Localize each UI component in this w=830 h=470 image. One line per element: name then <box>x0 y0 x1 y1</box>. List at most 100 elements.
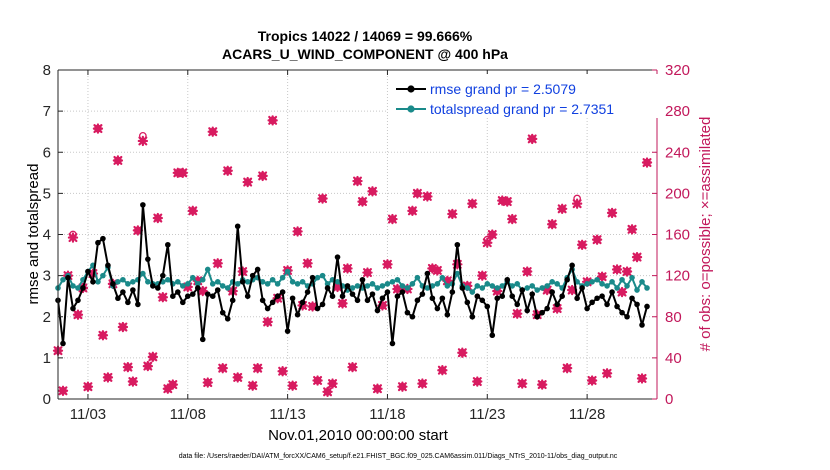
rmse-point <box>434 305 441 312</box>
rmse-point <box>100 235 106 242</box>
totalspread-point <box>534 287 540 293</box>
obs-assimilated-point <box>367 186 378 197</box>
obs-assimilated-point <box>292 226 303 237</box>
rmse-point <box>389 340 396 347</box>
obs-assimilated-point <box>497 195 508 206</box>
obs-assimilated-point <box>372 383 383 394</box>
obs-assimilated-point <box>67 232 79 243</box>
obs-assimilated-point <box>596 271 608 282</box>
rmse-point <box>150 283 156 289</box>
obs-assimilated-point <box>417 378 428 389</box>
obs-assimilated-point <box>302 258 313 269</box>
totalspread-point <box>349 285 356 291</box>
y-left-tick-label: 4 <box>43 227 51 244</box>
totalspread-point <box>234 281 241 287</box>
obs-assimilated-point <box>362 267 373 278</box>
y-right-tick-label: 80 <box>665 309 682 326</box>
totalspread-point <box>524 285 531 291</box>
totalspread-point <box>189 274 196 281</box>
totalspread-point <box>244 278 251 285</box>
obs-assimilated-point <box>92 123 104 134</box>
obs-assimilated-point <box>187 205 198 217</box>
obs-assimilated-point <box>342 263 353 274</box>
obs-assimilated-point <box>317 193 328 204</box>
obs-assimilated-point <box>97 330 109 341</box>
rmse-point <box>264 305 271 312</box>
obs-assimilated-point <box>641 157 653 168</box>
y-left-tick-label: 5 <box>43 185 51 202</box>
obs-assimilated-point <box>407 205 418 217</box>
rmse-point <box>634 301 640 308</box>
obs-assimilated-point <box>332 281 343 293</box>
obs-assimilated-point <box>432 265 443 276</box>
rmse-point <box>424 270 431 277</box>
obs-assimilated-point <box>382 259 393 270</box>
grid-lines <box>58 70 657 399</box>
rmse-point <box>559 293 565 299</box>
totalspread-point <box>544 283 550 289</box>
rmse-point <box>584 305 590 312</box>
totalspread-point <box>499 283 506 289</box>
rmse-point <box>304 289 311 295</box>
rmse-point <box>239 278 246 285</box>
obs-assimilated-point <box>252 362 263 374</box>
obs-assimilated-point <box>357 196 368 207</box>
obs-assimilated-point <box>262 316 273 328</box>
legend-background <box>388 74 658 118</box>
obs-assimilated-point <box>182 281 193 293</box>
totalspread-point <box>269 276 276 283</box>
rmse-point <box>354 297 361 304</box>
obs-assimilated-point <box>427 263 438 274</box>
totalspread-point <box>219 283 226 289</box>
y-right-tick-label: 160 <box>665 227 690 244</box>
totalspread-point <box>614 285 620 291</box>
rmse-point <box>95 239 101 246</box>
obs-assimilated-point <box>576 239 588 250</box>
obs-assimilated-point <box>527 133 538 145</box>
rmse-point <box>594 295 600 302</box>
obs-assimilated-point <box>566 284 578 296</box>
rmse-point <box>629 295 635 302</box>
x-tick-label: 11/08 <box>170 406 206 423</box>
rmse-point <box>175 289 181 295</box>
totalspread-point <box>399 283 406 289</box>
totalspread-point <box>294 281 301 287</box>
obs-assimilated-point <box>551 303 563 314</box>
obs-assimilated-point <box>202 377 213 388</box>
obs-assimilated-point <box>437 365 448 376</box>
legend-totalspread-label: totalspread grand pr = 2.7351 <box>430 101 614 117</box>
rmse-point <box>130 287 136 293</box>
y-right-tick-label: 200 <box>665 185 690 202</box>
obs-assimilated-point <box>322 386 333 397</box>
rmse-point <box>140 202 146 208</box>
rmse-point <box>484 303 491 310</box>
totalspread-point <box>439 274 446 281</box>
x-axis-label: Nov.01,2010 00:00:00 start <box>268 427 449 444</box>
rmse-point <box>429 295 436 302</box>
rmse-point <box>469 313 476 320</box>
rmse-point <box>234 223 241 230</box>
obs-assimilated-point <box>127 376 139 387</box>
rmse-point <box>279 289 286 295</box>
obs-assimilated-point <box>347 361 358 373</box>
y-left-tick-label: 7 <box>43 103 51 120</box>
obs-assimilated-point <box>57 385 69 396</box>
y-right-tick-label: 40 <box>665 350 682 367</box>
rmse-point <box>284 328 291 334</box>
rmse-point <box>499 293 506 299</box>
rmse-point <box>299 299 306 306</box>
totalspread-point <box>319 272 326 279</box>
totalspread-point <box>60 276 66 283</box>
obs-assimilated-point <box>472 376 483 387</box>
obs-assimilated-point <box>297 300 308 311</box>
y-left-tick-label: 0 <box>43 391 51 408</box>
totalspread-point <box>364 283 371 289</box>
totalspread-point <box>639 278 645 285</box>
rmse-point <box>65 274 71 281</box>
series-layer <box>52 115 653 397</box>
rmse-point <box>189 291 196 297</box>
rmse-point <box>599 293 605 299</box>
rmse-point <box>474 293 481 299</box>
rmse-point <box>309 274 316 281</box>
totalspread-point <box>624 283 630 289</box>
